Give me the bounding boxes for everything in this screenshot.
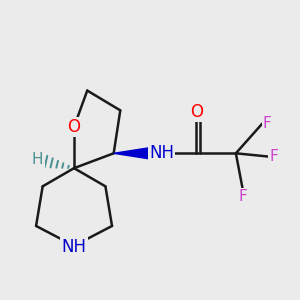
- Text: H: H: [32, 152, 44, 167]
- Text: F: F: [269, 149, 278, 164]
- Polygon shape: [114, 147, 156, 160]
- Text: F: F: [263, 116, 272, 131]
- Text: NH: NH: [61, 238, 86, 256]
- Text: O: O: [190, 103, 203, 121]
- Text: F: F: [238, 189, 247, 204]
- Text: NH: NH: [149, 144, 174, 162]
- Text: O: O: [68, 118, 80, 136]
